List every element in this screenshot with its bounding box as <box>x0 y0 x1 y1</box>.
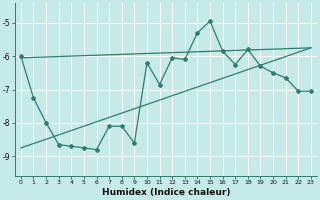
X-axis label: Humidex (Indice chaleur): Humidex (Indice chaleur) <box>102 188 230 197</box>
